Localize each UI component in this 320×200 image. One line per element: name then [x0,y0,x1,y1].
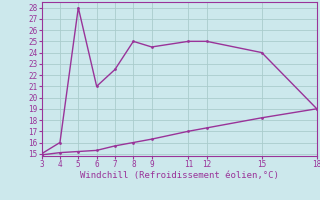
X-axis label: Windchill (Refroidissement éolien,°C): Windchill (Refroidissement éolien,°C) [80,171,279,180]
